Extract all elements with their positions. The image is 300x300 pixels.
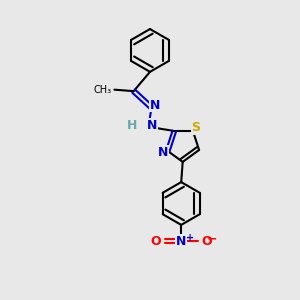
- Text: N: N: [158, 146, 169, 159]
- Text: CH₃: CH₃: [94, 85, 112, 95]
- Text: N: N: [176, 235, 186, 248]
- Text: N: N: [147, 119, 157, 132]
- Text: O: O: [151, 235, 161, 248]
- Text: N: N: [150, 99, 160, 112]
- Text: H: H: [127, 119, 137, 132]
- Text: S: S: [191, 121, 200, 134]
- Text: +: +: [186, 233, 194, 243]
- Text: −: −: [207, 232, 217, 245]
- Text: O: O: [201, 235, 212, 248]
